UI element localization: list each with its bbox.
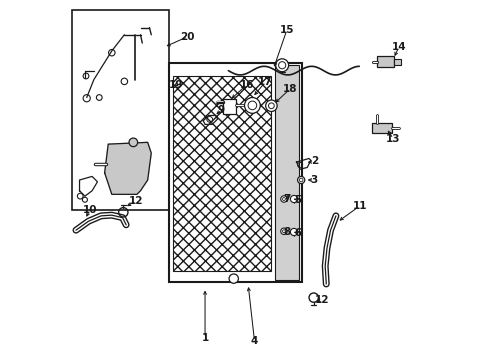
Text: 10: 10 (82, 206, 97, 216)
Bar (172, 76, 271, 271)
Text: 8: 8 (283, 227, 290, 237)
Text: 13: 13 (386, 134, 400, 144)
Circle shape (275, 59, 288, 72)
Text: 15: 15 (279, 25, 293, 35)
Circle shape (290, 195, 297, 203)
Text: 11: 11 (352, 201, 366, 211)
Circle shape (280, 228, 286, 234)
Text: 18: 18 (283, 84, 297, 94)
Bar (169, 63, 301, 282)
Bar (371, 123, 391, 134)
Bar (274, 65, 299, 280)
Polygon shape (104, 142, 151, 194)
Text: 16: 16 (239, 80, 254, 90)
Circle shape (297, 176, 304, 184)
Text: 14: 14 (390, 42, 405, 52)
Text: 3: 3 (310, 175, 317, 185)
Bar (376, 56, 394, 67)
Text: 1: 1 (201, 333, 208, 343)
Text: 12: 12 (314, 295, 328, 305)
Bar (72, 10, 169, 211)
Text: 4: 4 (250, 336, 258, 346)
Text: 6: 6 (293, 228, 301, 238)
Text: 7: 7 (283, 194, 290, 204)
Text: 2: 2 (310, 156, 317, 166)
Circle shape (129, 138, 137, 147)
Circle shape (228, 274, 238, 283)
Circle shape (280, 196, 286, 202)
Circle shape (244, 98, 260, 113)
Text: 9: 9 (218, 105, 224, 115)
Circle shape (290, 228, 297, 235)
Text: 12: 12 (129, 196, 143, 206)
Text: 5: 5 (293, 195, 301, 205)
Text: 17: 17 (257, 77, 272, 87)
Text: 20: 20 (180, 32, 195, 41)
Bar (394, 59, 400, 64)
Text: 19: 19 (169, 80, 183, 90)
Bar (223, 99, 235, 114)
Circle shape (265, 100, 277, 112)
